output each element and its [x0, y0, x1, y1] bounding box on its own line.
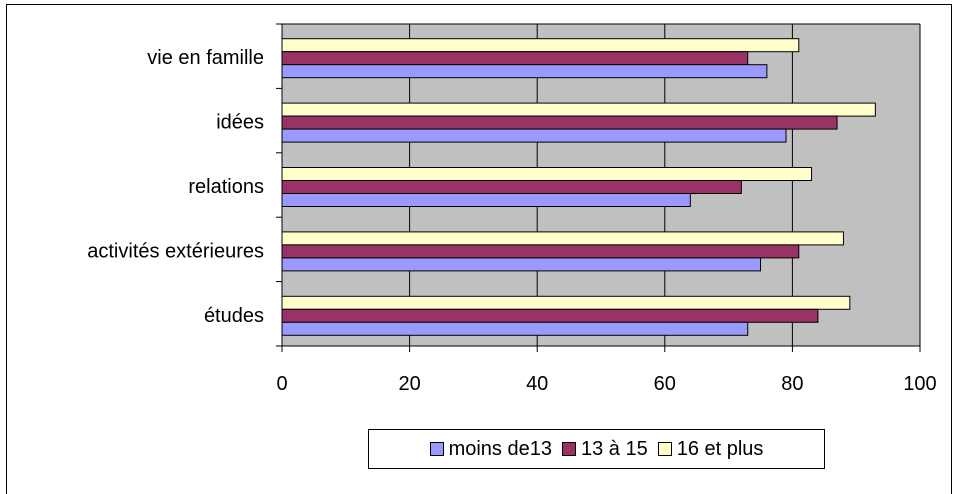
- bar: [281, 193, 691, 207]
- legend-swatch: [429, 442, 444, 456]
- legend-swatch: [561, 442, 576, 456]
- bar: [281, 51, 749, 66]
- category-label: relations: [188, 176, 264, 198]
- legend-item: 16 et plus: [657, 437, 764, 461]
- x-tick-label: 100: [903, 373, 936, 395]
- bar: [281, 257, 761, 272]
- bar: [281, 231, 844, 246]
- bar: [281, 180, 742, 194]
- chart: 0 20 40 60 80 100 études activités extérieures r…: [87, 23, 937, 395]
- bar: [281, 64, 768, 79]
- category-label: vie en famille: [147, 47, 264, 69]
- legend-item: 13 à 15: [561, 437, 648, 461]
- chart-frame: [6, 4, 952, 494]
- bar: [281, 102, 876, 117]
- bar: [281, 115, 838, 130]
- category-label: activités extérieures: [87, 240, 264, 262]
- bar: [281, 308, 819, 323]
- legend-swatch: [657, 442, 672, 456]
- x-tick-label: 20: [398, 373, 420, 395]
- bar: [281, 167, 813, 181]
- category-label: études: [204, 305, 264, 327]
- legend-label: 16 et plus: [676, 437, 764, 460]
- x-tick-label: 80: [781, 373, 803, 395]
- legend-label: 13 à 15: [580, 437, 648, 460]
- bar: [281, 38, 800, 53]
- bar: [281, 244, 800, 259]
- category-label: idées: [216, 112, 264, 134]
- bar: [281, 321, 749, 336]
- axes: [276, 23, 921, 352]
- x-tick-label: 0: [276, 373, 287, 395]
- bar: [281, 128, 787, 143]
- labels: 0 20 40 60 80 100 études activités extérieures r…: [87, 47, 936, 395]
- x-tick-label: 60: [654, 373, 676, 395]
- legend: moins de13 13 à 15 16 et plus: [368, 429, 825, 469]
- legend-label: moins de13: [448, 437, 552, 460]
- bar: [281, 295, 851, 310]
- x-tick-label: 40: [526, 373, 548, 395]
- legend-item: moins de13: [429, 437, 552, 461]
